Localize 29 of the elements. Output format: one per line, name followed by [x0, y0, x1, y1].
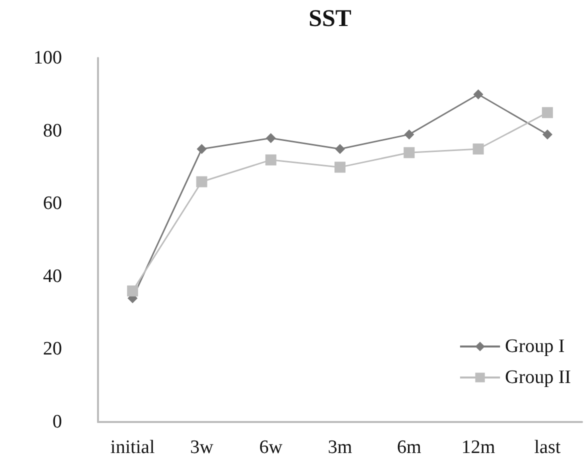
x-tick-label: 12m	[461, 437, 496, 458]
legend-label: Group I	[505, 336, 565, 357]
point	[473, 89, 484, 100]
y-tick-label: 100	[34, 48, 62, 68]
point	[542, 107, 553, 118]
point	[265, 154, 276, 166]
point	[196, 144, 207, 154]
x-tick-label: 6m	[397, 437, 422, 458]
x-tick-label: initial	[110, 437, 155, 458]
point	[472, 144, 484, 154]
y-tick-label: 80	[43, 120, 62, 142]
x-tick-label: 3m	[328, 437, 352, 458]
x-tick-label: 3w	[190, 437, 214, 458]
legend-label: Group II	[505, 367, 571, 388]
y-tick-label: 60	[43, 193, 62, 214]
point	[266, 133, 276, 144]
x-tick-label: 6w	[259, 437, 283, 458]
point	[335, 144, 345, 154]
point	[334, 162, 346, 173]
point	[404, 147, 415, 158]
y-tick-label: 20	[43, 338, 62, 360]
chart-title: SST	[308, 6, 352, 32]
y-tick-label: 0	[52, 412, 62, 432]
point	[542, 129, 552, 140]
x-tick-label: last	[534, 437, 562, 458]
point	[196, 176, 208, 188]
point	[404, 129, 414, 140]
point	[127, 285, 138, 296]
y-tick-label: 40	[43, 266, 62, 287]
